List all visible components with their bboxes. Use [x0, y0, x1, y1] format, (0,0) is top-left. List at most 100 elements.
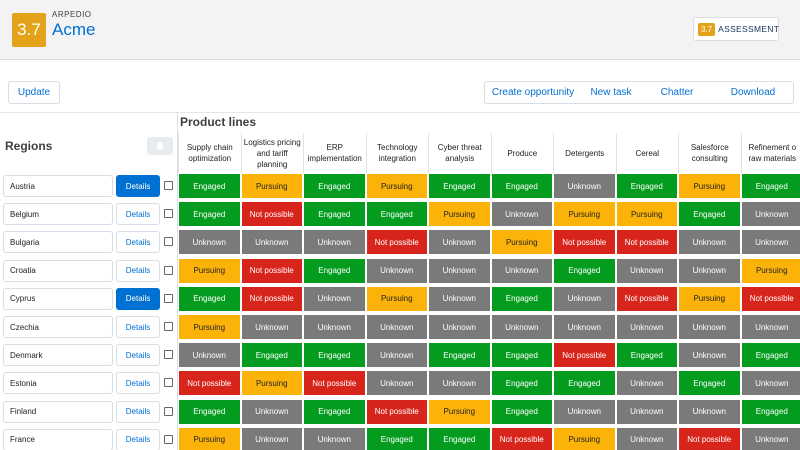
status-cell[interactable]: Unknown: [428, 257, 491, 284]
status-cell[interactable]: Unknown: [303, 426, 366, 450]
create-opportunity-button[interactable]: Create opportunity: [491, 87, 575, 98]
status-cell[interactable]: Pursuing: [428, 201, 491, 228]
status-cell[interactable]: Not possible: [178, 370, 241, 397]
status-cell[interactable]: Engaged: [740, 342, 800, 369]
status-cell[interactable]: Unknown: [365, 314, 428, 340]
status-cell[interactable]: Unknown: [365, 370, 428, 397]
status-cell[interactable]: Not possible: [553, 342, 616, 369]
status-cell[interactable]: Unknown: [678, 398, 741, 425]
status-cell[interactable]: Engaged: [303, 398, 366, 425]
status-cell[interactable]: Engaged: [428, 426, 491, 450]
status-cell[interactable]: Unknown: [553, 314, 616, 340]
status-cell[interactable]: Engaged: [490, 370, 553, 397]
status-cell[interactable]: Engaged: [553, 257, 616, 284]
update-button[interactable]: Update: [8, 81, 60, 104]
regions-toggle[interactable]: [147, 137, 173, 155]
details-button[interactable]: Details: [116, 372, 160, 395]
status-cell[interactable]: Not possible: [365, 398, 428, 425]
account-title[interactable]: Acme: [52, 20, 96, 39]
details-button[interactable]: Details: [116, 175, 160, 197]
status-cell[interactable]: Unknown: [428, 229, 491, 256]
status-cell[interactable]: Not possible: [615, 229, 678, 256]
row-checkbox[interactable]: [164, 293, 173, 303]
status-cell[interactable]: Pursuing: [365, 285, 428, 312]
region-name[interactable]: Cyprus: [3, 287, 113, 310]
status-cell[interactable]: Not possible: [553, 229, 616, 256]
status-cell[interactable]: Unknown: [615, 426, 678, 450]
status-cell[interactable]: Unknown: [553, 398, 616, 425]
new-task-button[interactable]: New task: [590, 87, 632, 98]
status-cell[interactable]: Pursuing: [553, 201, 616, 228]
region-name[interactable]: Belgium: [3, 203, 113, 226]
region-name[interactable]: France: [3, 428, 113, 450]
status-cell[interactable]: Engaged: [365, 426, 428, 450]
region-name[interactable]: Bulgaria: [3, 231, 113, 254]
row-checkbox[interactable]: [164, 350, 173, 360]
status-cell[interactable]: Engaged: [615, 342, 678, 369]
status-cell[interactable]: Engaged: [490, 342, 553, 369]
status-cell[interactable]: Not possible: [615, 285, 678, 312]
status-cell[interactable]: Unknown: [740, 314, 800, 340]
status-cell[interactable]: Unknown: [303, 314, 366, 340]
status-cell[interactable]: Engaged: [490, 398, 553, 425]
region-name[interactable]: Austria: [3, 175, 113, 197]
status-cell[interactable]: Not possible: [240, 285, 303, 312]
status-cell[interactable]: Unknown: [490, 257, 553, 284]
status-cell[interactable]: Engaged: [178, 398, 241, 425]
status-cell[interactable]: Pursuing: [678, 285, 741, 312]
status-cell[interactable]: Unknown: [240, 314, 303, 340]
status-cell[interactable]: Pursuing: [553, 426, 616, 450]
download-button[interactable]: Download: [730, 87, 776, 98]
status-cell[interactable]: Engaged: [365, 201, 428, 228]
status-cell[interactable]: Unknown: [428, 314, 491, 340]
status-cell[interactable]: Unknown: [553, 173, 616, 199]
region-name[interactable]: Czechia: [3, 316, 113, 338]
chatter-button[interactable]: Chatter: [660, 87, 694, 98]
status-cell[interactable]: Unknown: [365, 342, 428, 369]
status-cell[interactable]: Engaged: [178, 201, 241, 228]
status-cell[interactable]: Unknown: [178, 342, 241, 369]
status-cell[interactable]: Unknown: [678, 314, 741, 340]
status-cell[interactable]: Pursuing: [428, 398, 491, 425]
details-button[interactable]: Details: [116, 400, 160, 423]
status-cell[interactable]: Unknown: [428, 370, 491, 397]
status-cell[interactable]: Not possible: [678, 426, 741, 450]
status-cell[interactable]: Engaged: [490, 173, 553, 199]
status-cell[interactable]: Unknown: [740, 370, 800, 397]
status-cell[interactable]: Not possible: [490, 426, 553, 450]
row-checkbox[interactable]: [164, 434, 173, 444]
status-cell[interactable]: Unknown: [490, 201, 553, 228]
status-cell[interactable]: Engaged: [678, 201, 741, 228]
status-cell[interactable]: Unknown: [615, 370, 678, 397]
details-button[interactable]: Details: [116, 287, 160, 310]
status-cell[interactable]: Pursuing: [490, 229, 553, 256]
status-cell[interactable]: Unknown: [678, 229, 741, 256]
status-cell[interactable]: Engaged: [678, 370, 741, 397]
status-cell[interactable]: Unknown: [490, 314, 553, 340]
status-cell[interactable]: Unknown: [740, 201, 800, 228]
details-button[interactable]: Details: [116, 316, 160, 338]
status-cell[interactable]: Unknown: [740, 426, 800, 450]
status-cell[interactable]: Engaged: [490, 285, 553, 312]
status-cell[interactable]: Unknown: [553, 285, 616, 312]
status-cell[interactable]: Engaged: [428, 173, 491, 199]
status-cell[interactable]: Pursuing: [240, 173, 303, 199]
details-button[interactable]: Details: [116, 259, 160, 282]
status-cell[interactable]: Pursuing: [178, 257, 241, 284]
status-cell[interactable]: Unknown: [740, 229, 800, 256]
status-cell[interactable]: Engaged: [553, 370, 616, 397]
status-cell[interactable]: Unknown: [615, 257, 678, 284]
status-cell[interactable]: Pursuing: [615, 201, 678, 228]
status-cell[interactable]: Engaged: [303, 342, 366, 369]
details-button[interactable]: Details: [116, 231, 160, 254]
status-cell[interactable]: Unknown: [615, 398, 678, 425]
status-cell[interactable]: Not possible: [740, 285, 800, 312]
status-cell[interactable]: Unknown: [303, 229, 366, 256]
status-cell[interactable]: Unknown: [678, 342, 741, 369]
status-cell[interactable]: Not possible: [240, 201, 303, 228]
row-checkbox[interactable]: [164, 209, 173, 219]
status-cell[interactable]: Pursuing: [178, 314, 241, 340]
status-cell[interactable]: Engaged: [740, 398, 800, 425]
row-checkbox[interactable]: [164, 181, 173, 190]
status-cell[interactable]: Unknown: [365, 257, 428, 284]
